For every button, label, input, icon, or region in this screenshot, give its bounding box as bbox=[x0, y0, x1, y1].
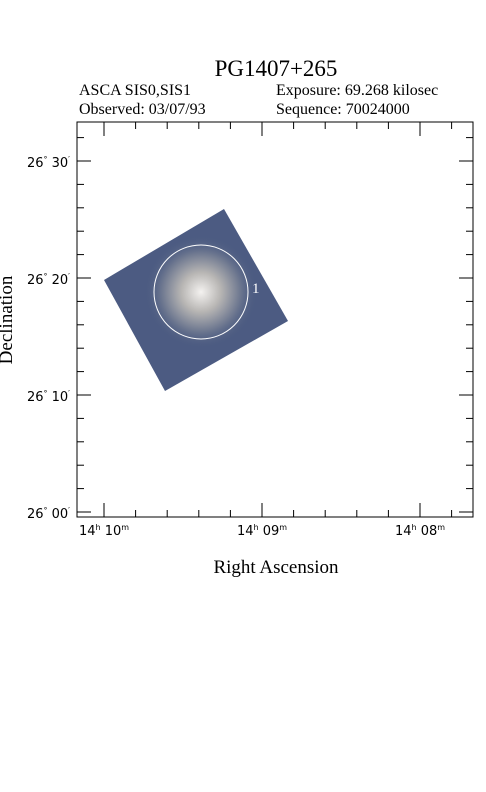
tick-number: 14 bbox=[395, 524, 412, 539]
tick-unit: ′ bbox=[68, 506, 70, 515]
tick-number: 14 bbox=[237, 524, 254, 539]
title: PG1407+265 bbox=[215, 56, 338, 81]
tick-number: 26 bbox=[27, 273, 44, 288]
tick-number: 00 bbox=[47, 507, 68, 522]
tick-unit: ′ bbox=[68, 272, 70, 281]
dec-tick-label: 26° 30′ bbox=[27, 155, 70, 171]
tick-number: 26 bbox=[27, 507, 44, 522]
tick-number: 30 bbox=[47, 156, 68, 171]
tick-marks bbox=[77, 122, 473, 517]
dec-tick-label: 26° 20′ bbox=[27, 272, 70, 288]
dec-tick-label: 26° 00′ bbox=[27, 506, 70, 522]
tick-number: 10 bbox=[47, 390, 68, 405]
tick-number: 26 bbox=[27, 390, 44, 405]
tick-number: 26 bbox=[27, 156, 44, 171]
tick-unit: m bbox=[437, 523, 445, 532]
tick-unit: ′ bbox=[68, 155, 70, 164]
ra-tick-label: 14h 08m bbox=[395, 523, 445, 539]
tick-unit: ° bbox=[43, 506, 47, 515]
dec-tick-label: 26° 10′ bbox=[27, 389, 70, 405]
tick-unit: h bbox=[95, 523, 100, 532]
observed: Observed: 03/07/93 bbox=[79, 101, 206, 118]
tick-number: 09 bbox=[259, 524, 280, 539]
source-region bbox=[153, 244, 249, 340]
tick-unit: h bbox=[253, 523, 258, 532]
exposure: Exposure: 69.268 kilosec bbox=[276, 82, 438, 99]
x-axis-label: Right Ascension bbox=[213, 557, 339, 578]
tick-number: 10 bbox=[101, 524, 122, 539]
tick-unit: ′ bbox=[68, 389, 70, 398]
y-axis-label: Declination bbox=[0, 275, 17, 364]
tick-unit: ° bbox=[43, 155, 47, 164]
tick-unit: h bbox=[411, 523, 416, 532]
ra-tick-label: 14h 10m bbox=[79, 523, 129, 539]
tick-number: 08 bbox=[417, 524, 438, 539]
tick-unit: m bbox=[121, 523, 129, 532]
tick-unit: ° bbox=[43, 389, 47, 398]
sequence: Sequence: 70024000 bbox=[276, 101, 410, 118]
instrument: ASCA SIS0,SIS1 bbox=[79, 82, 191, 99]
tick-number: 14 bbox=[79, 524, 96, 539]
tick-unit: ° bbox=[43, 272, 47, 281]
ra-tick-label: 14h 09m bbox=[237, 523, 287, 539]
source-emission bbox=[145, 236, 257, 348]
tick-number: 20 bbox=[47, 273, 68, 288]
tick-unit: m bbox=[279, 523, 287, 532]
plot-frame bbox=[76, 121, 474, 518]
source-label: 1 bbox=[252, 281, 260, 297]
